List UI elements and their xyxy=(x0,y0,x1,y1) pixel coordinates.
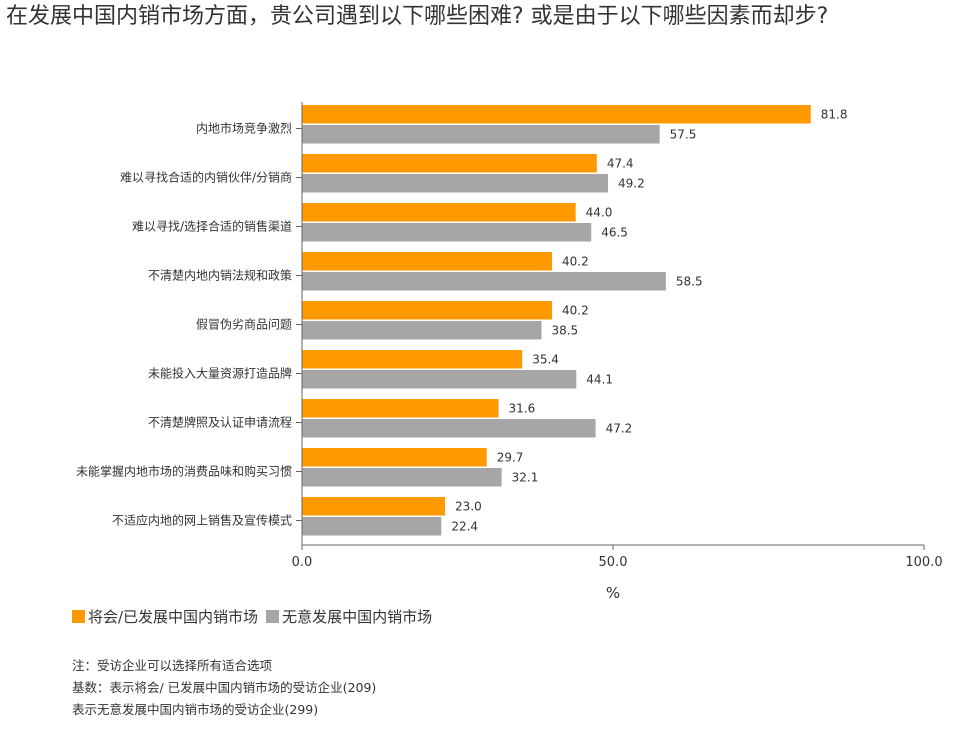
data-label: 57.5 xyxy=(670,127,697,141)
data-label: 35.4 xyxy=(532,352,559,366)
bar-series-1 xyxy=(302,105,811,124)
bar-series-1 xyxy=(302,399,499,418)
legend-item-series-1: 将会/已发展中国内销市场 xyxy=(72,606,258,627)
data-label: 40.2 xyxy=(562,303,589,317)
data-label: 47.4 xyxy=(607,156,634,170)
data-label: 31.6 xyxy=(509,401,536,415)
data-label: 22.4 xyxy=(451,519,478,533)
legend: 将会/已发展中国内销市场 无意发展中国内销市场 xyxy=(72,606,440,627)
data-label: 44.0 xyxy=(586,205,613,219)
bar-series-2 xyxy=(302,517,442,536)
data-label: 58.5 xyxy=(676,274,703,288)
category-label: 未能投入大量资源打造品牌 xyxy=(148,366,292,381)
legend-swatch-series-2 xyxy=(266,610,280,623)
legend-item-series-2: 无意发展中国内销市场 xyxy=(266,606,432,627)
category-label: 未能掌握内地市场的消费品味和购买习惯 xyxy=(76,464,292,479)
bar-series-1 xyxy=(302,203,576,222)
x-axis-label: % xyxy=(606,584,620,602)
x-tick-label: 100.0 xyxy=(905,555,942,570)
legend-label-series-1: 将会/已发展中国内销市场 xyxy=(88,608,259,626)
bar-series-1 xyxy=(302,497,446,516)
data-label: 32.1 xyxy=(512,470,539,484)
bar-series-1 xyxy=(302,301,553,320)
bar-series-1 xyxy=(302,154,597,173)
x-tick-label: 50.0 xyxy=(599,555,628,570)
data-label: 23.0 xyxy=(455,499,482,513)
data-label: 40.2 xyxy=(562,254,589,268)
data-label: 38.5 xyxy=(551,323,578,337)
legend-swatch-series-1 xyxy=(72,610,85,623)
chart-title: 在发展中国内销市场方面，贵公司遇到以下哪些困难? 或是由于以下哪些因素而却步? xyxy=(6,4,829,29)
bar-series-2 xyxy=(302,174,609,193)
note-line: 表示无意发展中国内销市场的受访企业(299) xyxy=(72,702,319,717)
data-label: 46.5 xyxy=(601,225,628,239)
note-line: 基数：表示将会/ 已发展中国内销市场的受访企业(209) xyxy=(72,680,377,695)
bar-series-1 xyxy=(302,350,523,369)
category-label: 不适应内地的网上销售及宣传模式 xyxy=(112,513,292,528)
category-label: 不清楚牌照及认证申请流程 xyxy=(148,415,292,430)
category-label: 难以寻找/选择合适的销售渠道 xyxy=(132,219,292,234)
bar-series-1 xyxy=(302,448,487,467)
bar-series-1 xyxy=(302,252,553,271)
category-label: 内地市场竞争激烈 xyxy=(196,121,292,136)
category-label: 难以寻找合适的内销伙伴/分销商 xyxy=(120,170,292,185)
data-label: 47.2 xyxy=(606,421,633,435)
note-line: 注：受访企业可以选择所有适合选项 xyxy=(72,658,273,673)
bar-series-2 xyxy=(302,272,666,291)
category-label: 不清楚内地内销法规和政策 xyxy=(148,268,292,283)
notes: 注：受访企业可以选择所有适合选项 基数：表示将会/ 已发展中国内销市场的受访企业… xyxy=(72,655,376,721)
bar-series-2 xyxy=(302,419,596,438)
legend-label-series-2: 无意发展中国内销市场 xyxy=(282,608,433,626)
data-label: 49.2 xyxy=(618,176,645,190)
bar-series-2 xyxy=(302,125,660,144)
bar-series-2 xyxy=(302,223,592,242)
bar-series-2 xyxy=(302,370,577,389)
bar-series-2 xyxy=(302,468,502,487)
x-tick-label: 0.0 xyxy=(292,555,313,570)
category-label: 假冒伪劣商品问题 xyxy=(196,317,292,332)
data-label: 29.7 xyxy=(497,450,524,464)
data-label: 44.1 xyxy=(586,372,613,386)
data-label: 81.8 xyxy=(821,107,848,121)
bar-series-2 xyxy=(302,321,542,340)
